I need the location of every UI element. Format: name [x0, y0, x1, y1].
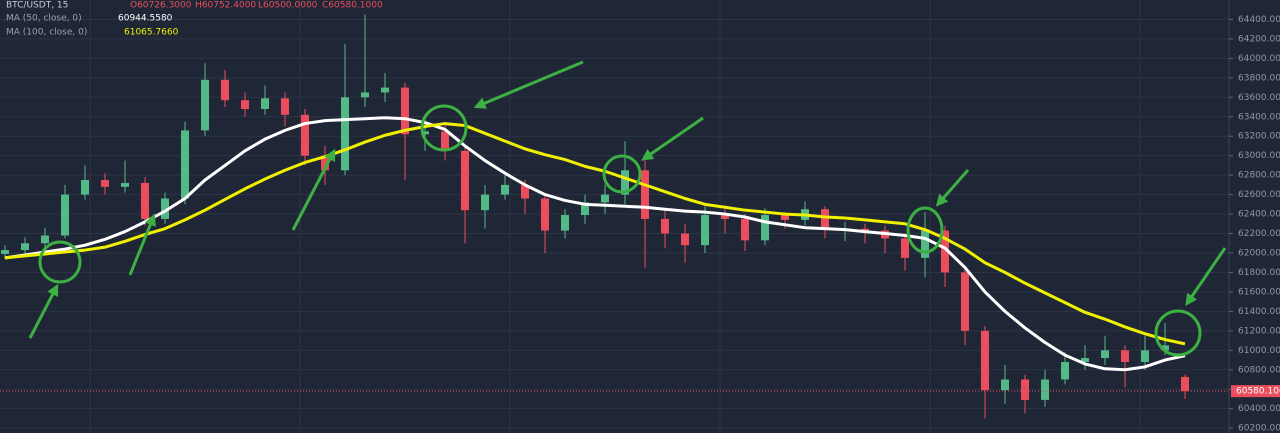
- y-tick-label: 61000.0000: [1238, 346, 1280, 356]
- ohlc-label: H60752.4000: [195, 1, 256, 11]
- candle-body: [1081, 358, 1089, 362]
- y-tick-label: 61800.0000: [1238, 268, 1280, 278]
- candle-body: [901, 238, 909, 258]
- y-tick-label: 62800.0000: [1238, 171, 1280, 181]
- candle-body: [281, 98, 289, 115]
- candle-body: [581, 202, 589, 216]
- candle-body: [541, 198, 549, 231]
- candle-body: [301, 114, 309, 156]
- ohlc-label: C60580.1000: [322, 1, 383, 11]
- candle-body: [621, 170, 629, 195]
- candle-body: [121, 182, 129, 187]
- candle-body: [521, 184, 529, 199]
- candle-body: [821, 209, 829, 230]
- candle-body: [481, 194, 489, 211]
- candle-body: [721, 215, 729, 219]
- y-tick-label: 64200.0000: [1238, 34, 1280, 44]
- y-tick-label: 64400.0000: [1238, 15, 1280, 25]
- candle-body: [501, 184, 509, 195]
- legend: BTC/USDT, 15 O60726.3000 H60752.4000 L60…: [6, 1, 383, 38]
- candle-body: [441, 131, 449, 151]
- last-price-label: 60580.1000: [1236, 387, 1280, 397]
- candle-body: [1161, 345, 1169, 351]
- candle-body: [1021, 379, 1029, 400]
- candle-body: [241, 100, 249, 109]
- candle-body: [1141, 350, 1149, 362]
- y-tick-label: 63600.0000: [1238, 93, 1280, 103]
- candle-body: [761, 215, 769, 241]
- candle-body: [421, 131, 429, 135]
- y-tick-label: 61200.0000: [1238, 326, 1280, 336]
- y-tick-label: 60200.0000: [1238, 424, 1280, 433]
- y-tick-label: 60800.0000: [1238, 365, 1280, 375]
- candle-body: [361, 92, 369, 98]
- candle-body: [381, 87, 389, 93]
- candle-body: [181, 130, 189, 199]
- candle-body: [41, 235, 49, 244]
- candle-body: [1041, 379, 1049, 400]
- y-tick-label: 62400.0000: [1238, 210, 1280, 220]
- candle-body: [861, 228, 869, 231]
- candle-body: [921, 230, 929, 258]
- candle-body: [401, 87, 409, 135]
- candle-body: [681, 233, 689, 246]
- candle-body: [961, 272, 969, 331]
- candle-body: [1181, 376, 1189, 392]
- candle-body: [641, 170, 649, 219]
- y-tick-label: 63800.0000: [1238, 73, 1280, 83]
- ma-value: 60944.5580: [118, 14, 173, 24]
- y-tick-label: 63200.0000: [1238, 132, 1280, 142]
- candle-body: [461, 150, 469, 211]
- candle-body: [141, 182, 149, 219]
- y-tick-label: 64000.0000: [1238, 54, 1280, 64]
- candle-body: [1101, 350, 1109, 359]
- candle-body: [1001, 379, 1009, 391]
- y-tick-label: 62000.0000: [1238, 248, 1280, 258]
- candle-body: [781, 215, 789, 220]
- moving-average-line: [4, 122, 1186, 346]
- candle-body: [981, 330, 989, 391]
- candle-body: [221, 79, 229, 101]
- candle-body: [321, 155, 329, 171]
- candle-body: [21, 243, 29, 251]
- candle-body: [941, 230, 949, 273]
- candle-body: [1121, 350, 1129, 362]
- ma-name[interactable]: MA (100, close, 0): [6, 28, 87, 38]
- candle-body: [101, 180, 109, 187]
- candle-body: [701, 215, 709, 246]
- candle-body: [341, 97, 349, 171]
- candle-body: [261, 98, 269, 109]
- y-tick-label: 61600.0000: [1238, 287, 1280, 297]
- ohlc-label: L60500.0000: [258, 1, 318, 11]
- candle-body: [661, 218, 669, 234]
- ma-value: 61065.7660: [124, 28, 179, 38]
- candle-body: [201, 79, 209, 131]
- y-tick-label: 61400.0000: [1238, 307, 1280, 317]
- annotations: [28, 60, 1227, 357]
- candle-body: [81, 180, 89, 195]
- symbol-title[interactable]: BTC/USDT, 15: [6, 1, 68, 11]
- y-tick-label: 63400.0000: [1238, 112, 1280, 122]
- y-tick-label: 60400.0000: [1238, 404, 1280, 414]
- ohlc-label: O60726.3000: [130, 1, 192, 11]
- moving-average-line: [4, 116, 1186, 372]
- candle-body: [561, 215, 569, 231]
- ma-name[interactable]: MA (50, close, 0): [6, 14, 82, 24]
- last-price-badge: [1231, 385, 1280, 398]
- y-tick-label: 62600.0000: [1238, 190, 1280, 200]
- candle-body: [741, 218, 749, 241]
- candle-body: [1, 250, 9, 254]
- y-tick-label: 63000.0000: [1238, 151, 1280, 161]
- y-tick-label: 62200.0000: [1238, 229, 1280, 239]
- candle-body: [161, 198, 169, 219]
- candle-body: [1061, 361, 1069, 380]
- candle-body: [61, 194, 69, 236]
- candle-body: [601, 194, 609, 203]
